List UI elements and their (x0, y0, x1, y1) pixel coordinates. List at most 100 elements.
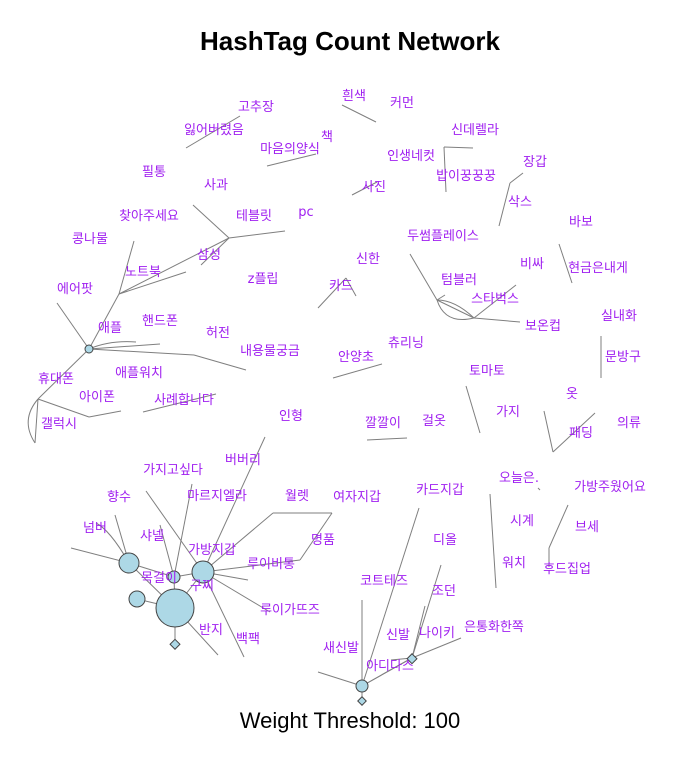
node-label: 실내화 (601, 309, 637, 324)
node-label: 넘버 (83, 521, 107, 536)
node-label: 애플워치 (115, 366, 163, 381)
edge (351, 181, 378, 196)
node-label: 반지 (199, 623, 223, 638)
node-label: 목걸이 (141, 571, 177, 586)
node-label: 여자지갑 (333, 490, 381, 505)
node-label: 에어팟 (57, 282, 93, 297)
edge (56, 302, 90, 350)
node-label: 시계 (510, 514, 534, 529)
edge (411, 564, 442, 659)
edge (202, 512, 274, 573)
edge (443, 146, 447, 193)
edge (317, 671, 363, 687)
edge (548, 504, 569, 549)
edge (317, 277, 347, 309)
edge (202, 559, 301, 573)
node-label: 옷 (566, 387, 578, 402)
edge (299, 512, 333, 561)
edge (266, 153, 317, 167)
node-label: 흰색 (342, 89, 366, 104)
node-label: 두썸플레이스 (407, 229, 479, 244)
edge (145, 490, 204, 573)
node-bag-cluster-a (118, 552, 140, 574)
edge (409, 253, 438, 301)
node-label: 월렛 (285, 489, 309, 504)
node-label: 보온컵 (525, 319, 561, 334)
node-shoes-hub (355, 679, 369, 693)
node-label: 버버리 (225, 453, 261, 468)
edge (37, 398, 90, 418)
edge (443, 146, 474, 149)
node-label: 찾아주세요 (119, 209, 179, 224)
node-label: 나이키 (419, 626, 455, 641)
node-label: 테블릿 (236, 209, 272, 224)
node-label: 코트테즈 (360, 574, 408, 589)
node-bag-hub (155, 588, 195, 628)
edge (88, 341, 137, 350)
node-label: 카드 (329, 279, 353, 294)
node-label: 아이폰 (79, 390, 115, 405)
edge (37, 348, 90, 400)
edge (185, 115, 241, 149)
node-label: 애플 (98, 321, 122, 336)
node-label: 문방구 (605, 350, 641, 365)
edge (27, 398, 39, 444)
edge (537, 487, 541, 491)
node-label: 인형 (279, 409, 303, 424)
node-label: 잃어버렸음 (184, 123, 244, 138)
edge (88, 410, 122, 418)
edge (558, 243, 573, 284)
node-diamond-c (357, 696, 367, 706)
node-label: 비싸 (520, 257, 544, 272)
node-label: 깔깔이 (365, 416, 401, 431)
edge (489, 493, 497, 589)
edge (436, 299, 475, 320)
node-label: 사진 (362, 180, 386, 195)
node-label: 워치 (502, 556, 526, 571)
node-label: 핸드폰 (142, 313, 178, 329)
node-label: 텀블러 (441, 273, 477, 288)
edge (411, 637, 462, 659)
node-label: 샤넬 (140, 529, 164, 544)
edge (192, 204, 230, 239)
node-label: 아디다스 (366, 659, 414, 674)
node-label: 장갑 (523, 155, 547, 170)
node-diamond-b (406, 653, 418, 665)
edge (436, 299, 475, 319)
edge (88, 348, 195, 356)
node-bag-small (167, 570, 181, 584)
edge (361, 507, 420, 687)
node-label: 루이가뜨즈 (260, 603, 320, 618)
node-label: 신발 (386, 628, 410, 643)
node-label: 필통 (142, 165, 166, 180)
node-label: 명품 (311, 533, 335, 548)
node-label: 스타벅스 (471, 292, 519, 307)
edge (366, 437, 408, 441)
node-label: pc (298, 205, 313, 220)
node-label: 내용물궁금 (240, 344, 300, 359)
edge (552, 412, 596, 453)
node-label: 은통화한쪽 (464, 620, 524, 635)
node-label: 갤럭시 (41, 417, 77, 432)
node-label: 신한 (356, 252, 380, 267)
edge (473, 284, 517, 319)
edge (193, 354, 247, 371)
node-label: 가지 (496, 405, 520, 420)
edge (345, 277, 357, 297)
edge (88, 343, 161, 350)
node-label: 의류 (617, 416, 641, 431)
node-label: 책 (321, 130, 333, 145)
node-label: 걸옷 (422, 414, 446, 429)
edge (465, 385, 481, 434)
node-label: z플립 (248, 272, 279, 287)
edge (498, 182, 511, 227)
edge (159, 524, 175, 578)
node-label: 마르지엘라 (187, 489, 247, 504)
node-label: 마음의양식 (260, 142, 320, 157)
node-label: 루이비통 (247, 557, 295, 572)
node-label: 삭스 (508, 195, 532, 210)
node-label: 새신발 (323, 641, 359, 656)
node-label: 카드지갑 (416, 483, 464, 498)
node-label: 콩나물 (72, 232, 108, 247)
